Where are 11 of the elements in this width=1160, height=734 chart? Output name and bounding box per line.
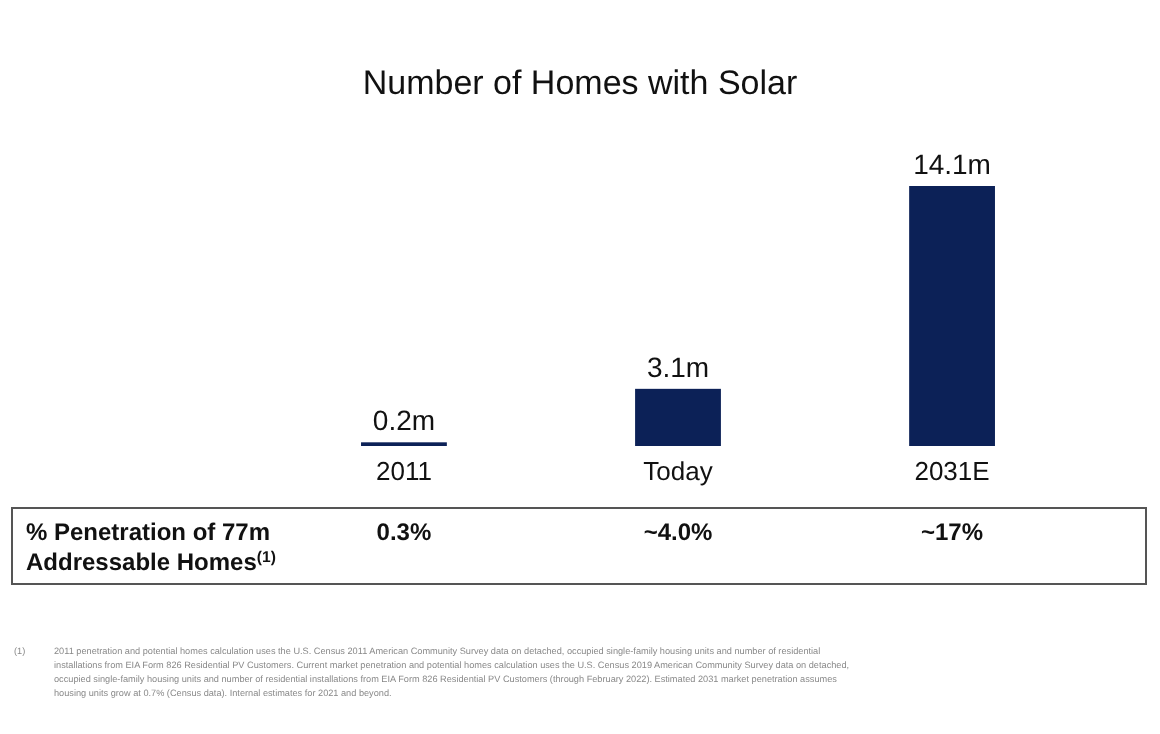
text: ~4.0% <box>643 518 714 546</box>
text: 0.3% <box>376 518 432 546</box>
x-tick-label: Today <box>643 456 714 486</box>
data-label: 3.1m <box>646 350 710 383</box>
x-tick-label: 2011 <box>375 456 432 486</box>
text: ~17% <box>921 518 984 546</box>
x-tick-label: 2031E <box>914 456 991 486</box>
text: % Penetration of 77m Addressable Homes$^{(1)}$ <box>26 518 277 576</box>
data-label: 0.2m <box>372 404 436 437</box>
chart-title: Number of Homes with Solar <box>362 64 798 102</box>
data-label: 14.1m <box>913 148 991 180</box>
